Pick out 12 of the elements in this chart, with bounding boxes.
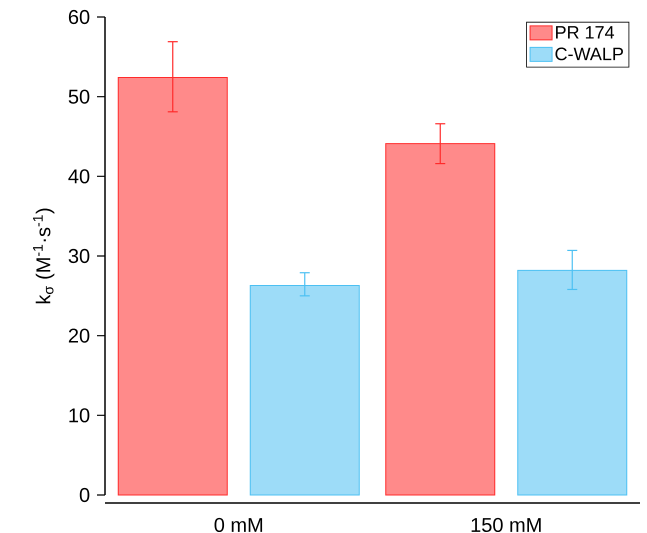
y-tick-label: 40 (68, 169, 90, 184)
y-tick-label: 20 (68, 328, 90, 343)
y-tick-label: 0 (80, 488, 90, 502)
y-tick-label: 30 (68, 248, 90, 264)
y-tick-label: 50 (68, 90, 90, 104)
y-tick-label: 10 (69, 408, 90, 422)
y-tick-label: 60 (68, 10, 90, 24)
x-tick-label: 150 mM (472, 518, 541, 532)
x-tick-label: 0 mM (214, 518, 262, 532)
legend-label: PR 174 (556, 26, 614, 39)
legend-label: C-WALP (555, 48, 623, 60)
y-axis-title: k$_{σ}$ (M$^{-1}$·s$^{-1}$) (33, 208, 54, 304)
